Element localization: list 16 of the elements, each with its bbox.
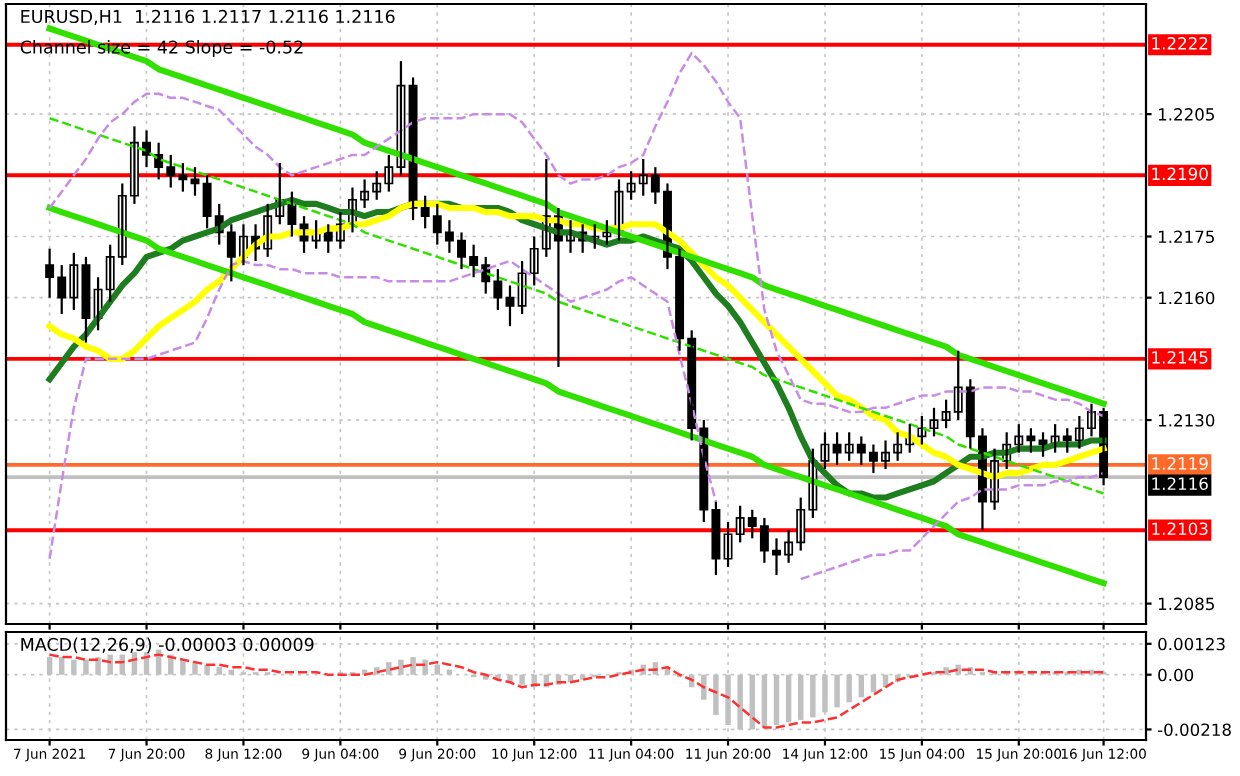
chart-title: EURUSD,H1 1.2116 1.2117 1.2116 1.2116 <box>21 9 395 25</box>
ref-line-label: 1.2190 <box>1152 167 1208 181</box>
ref-line-label: 1.2103 <box>1152 522 1208 536</box>
y-tick-label: 0.00 <box>1158 668 1194 682</box>
y-tick-label: 1.2085 <box>1158 597 1214 611</box>
ref-line-label: 1.2116 <box>1152 477 1208 490</box>
y-tick-label: 1.2130 <box>1158 414 1215 427</box>
ref-line-label: 1.2119 <box>1152 457 1208 470</box>
ref-line-label: 1.2145 <box>1152 351 1208 364</box>
ref-line-label: 1.2222 <box>1152 37 1208 50</box>
y-tick-label: 1.2205 <box>1158 108 1214 121</box>
y-tick-label: 1.2175 <box>1158 230 1214 244</box>
y-tick-label: -0.00218 <box>1157 723 1231 737</box>
chart-title: MACD(12,26,9) -0.00003 0.00009 <box>21 637 314 654</box>
y-tick-label: 1.2160 <box>1158 291 1215 305</box>
y-tick-label: 0.00123 <box>1158 637 1225 651</box>
